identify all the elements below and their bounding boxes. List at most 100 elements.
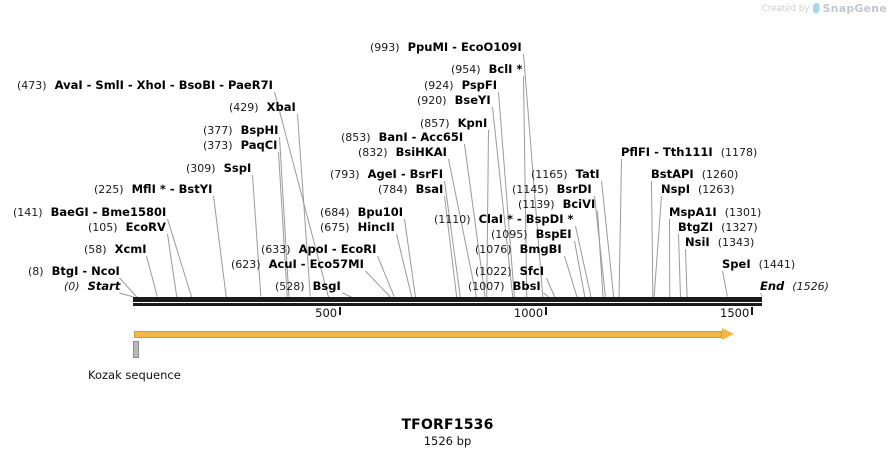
- enzyme-site-position: (1095): [491, 228, 528, 241]
- page-title: TFORF1536: [401, 417, 494, 433]
- enzyme-site-position: (8): [28, 265, 44, 278]
- enzyme-site-name: SspI: [223, 161, 252, 175]
- enzyme-site-position: (924): [424, 79, 454, 92]
- snapgene-watermark: Created by SnapGene: [762, 2, 887, 15]
- enzyme-site-name: EcoRV: [125, 220, 166, 234]
- enzyme-site-label-bsphi[interactable]: (377) BspHI: [203, 124, 278, 137]
- enzyme-site-position: (0): [64, 280, 80, 293]
- enzyme-site-label-xbai[interactable]: (429) XbaI: [229, 101, 296, 114]
- enzyme-site-name: PflFI - Tth111I: [621, 145, 713, 159]
- ruler-tick-label: 500: [315, 306, 338, 320]
- enzyme-site-name: NsiI: [685, 235, 710, 249]
- enzyme-site-position: (1260): [701, 168, 739, 181]
- enzyme-site-name: PaqCI: [240, 138, 278, 152]
- page-subtitle: 1526 bp: [423, 434, 472, 448]
- enzyme-site-label-avai-smli-xhoi-bsobi-paer7i[interactable]: (473) AvaI - SmlI - XhoI - BsoBI - PaeR7…: [17, 79, 273, 92]
- enzyme-site-position: (1007): [468, 280, 505, 293]
- enzyme-site-name: KpnI: [457, 116, 488, 130]
- enzyme-site-label-bcivi[interactable]: (1139) BciVI: [518, 198, 595, 211]
- enzyme-site-label-pspfi[interactable]: (924) PspFI: [424, 79, 497, 92]
- enzyme-site-label-bsgi[interactable]: (528) BsgI: [275, 280, 341, 293]
- enzyme-site-label-tati[interactable]: (1165) TatI: [531, 168, 600, 181]
- sequence-backbone-top: [133, 297, 762, 302]
- enzyme-site-label-xcmi[interactable]: (58) XcmI: [84, 243, 147, 256]
- enzyme-site-position: (1178): [720, 146, 758, 159]
- enzyme-site-label-btgzi[interactable]: BtgZI (1327): [678, 221, 758, 234]
- enzyme-site-name: SfcI: [519, 264, 544, 278]
- enzyme-site-label-bstapi[interactable]: BstAPI (1260): [651, 168, 738, 181]
- enzyme-site-label-bmgbi[interactable]: (1076) BmgBI: [475, 243, 562, 256]
- enzyme-site-position: (1076): [475, 243, 512, 256]
- enzyme-site-label-start[interactable]: (0) Start: [64, 280, 120, 293]
- snapgene-logo-icon: [813, 3, 820, 14]
- enzyme-site-label-bsai[interactable]: (784) BsaI: [378, 183, 443, 196]
- enzyme-site-label-spei[interactable]: SpeI (1441): [722, 258, 795, 271]
- kozak-marker[interactable]: [133, 341, 139, 358]
- enzyme-site-position: (1441): [758, 258, 796, 271]
- enzyme-site-name: BsgI: [312, 279, 341, 293]
- enzyme-site-label-baegi-bme1580i[interactable]: (141) BaeGI - Bme1580I: [13, 206, 166, 219]
- enzyme-site-position: (853): [341, 131, 371, 144]
- enzyme-site-label-pflfi-tth111i[interactable]: PflFI - Tth111I (1178): [621, 146, 757, 159]
- enzyme-site-name: BtgZI: [678, 220, 714, 234]
- enzyme-site-name: MspA1I: [669, 205, 717, 219]
- enzyme-site-position: (105): [88, 221, 118, 234]
- enzyme-site-name: BaeGI - Bme1580I: [50, 205, 167, 219]
- enzyme-site-position: (1165): [531, 168, 568, 181]
- enzyme-site-label-sfci[interactable]: (1022) SfcI: [475, 265, 544, 278]
- enzyme-site-label-paqci[interactable]: (373) PaqCI: [203, 139, 277, 152]
- enzyme-site-position: (954): [451, 63, 481, 76]
- enzyme-site-label-bsrdi[interactable]: (1145) BsrDI: [512, 183, 592, 196]
- enzyme-site-name: NspI: [661, 182, 690, 196]
- enzyme-site-label-bspei[interactable]: (1095) BspEI: [491, 228, 572, 241]
- enzyme-site-name: BbsI: [512, 279, 541, 293]
- enzyme-site-label-kpni[interactable]: (857) KpnI: [420, 117, 487, 130]
- enzyme-site-name: PpuMI - EcoO109I: [407, 40, 522, 54]
- enzyme-site-label-bani-acc65i[interactable]: (853) BanI - Acc65I: [341, 131, 463, 144]
- sequence-backbone-bottom: [133, 303, 762, 306]
- enzyme-site-name: BseYI: [454, 93, 491, 107]
- enzyme-site-label-mspa1i[interactable]: MspA1I (1301): [669, 206, 761, 219]
- enzyme-site-label-bsihkai[interactable]: (832) BsiHKAI: [358, 146, 447, 159]
- enzyme-site-position: (1110): [434, 213, 471, 226]
- watermark-brand: SnapGene: [822, 2, 887, 15]
- enzyme-site-name: BspHI: [240, 123, 279, 137]
- enzyme-site-name: AcuI - Eco57MI: [268, 257, 364, 271]
- enzyme-site-label-ppumi-ecoo109i[interactable]: (993) PpuMI - EcoO109I: [370, 41, 522, 54]
- enzyme-site-label-bbsi[interactable]: (1007) BbsI: [468, 280, 541, 293]
- enzyme-site-label-ecorv[interactable]: (105) EcoRV: [88, 221, 166, 234]
- ruler-tick: [545, 307, 548, 315]
- enzyme-site-position: (1301): [724, 206, 762, 219]
- enzyme-site-label-bpu10i[interactable]: (684) Bpu10I: [320, 206, 403, 219]
- enzyme-site-label-agei-bsrfi[interactable]: (793) AgeI - BsrFI: [330, 168, 443, 181]
- enzyme-site-position: (309): [186, 162, 216, 175]
- enzyme-site-name: BmgBI: [519, 242, 562, 256]
- enzyme-site-label-nsii[interactable]: NsiI (1343): [685, 236, 754, 249]
- enzyme-site-label-apoi-ecori[interactable]: (633) ApoI - EcoRI: [261, 243, 376, 256]
- enzyme-site-label-hincii[interactable]: (675) HincII: [320, 221, 395, 234]
- enzyme-site-label-sspi[interactable]: (309) SspI: [186, 162, 251, 175]
- enzyme-site-name: AgeI - BsrFI: [367, 167, 444, 181]
- enzyme-site-position: (633): [261, 243, 291, 256]
- enzyme-site-name: ApoI - EcoRI: [298, 242, 377, 256]
- enzyme-site-label-bcli[interactable]: (954) BclI *: [451, 63, 522, 76]
- enzyme-site-label-bseyi[interactable]: (920) BseYI: [417, 94, 491, 107]
- enzyme-site-label-clai-bspdi[interactable]: (1110) ClaI * - BspDI *: [434, 213, 574, 226]
- ruler-tick: [751, 307, 754, 315]
- enzyme-site-name: BsiHKAI: [395, 145, 447, 159]
- enzyme-site-position: (857): [420, 117, 450, 130]
- enzyme-site-label-btgi-ncoi[interactable]: (8) BtgI - NcoI: [28, 265, 120, 278]
- enzyme-site-name: Bpu10I: [357, 205, 404, 219]
- enzyme-site-name: SpeI: [722, 257, 751, 271]
- kozak-sequence-label: Kozak sequence: [88, 368, 181, 382]
- enzyme-site-label-mfli-bstyi[interactable]: (225) MflI * - BstYI: [94, 183, 212, 196]
- enzyme-site-position: (684): [320, 206, 350, 219]
- enzyme-site-label-end[interactable]: End (1526): [760, 280, 829, 293]
- enzyme-site-position: (675): [320, 221, 350, 234]
- enzyme-site-position: (58): [84, 243, 107, 256]
- orf-arrow-body: [134, 331, 722, 338]
- enzyme-site-position: (225): [94, 183, 124, 196]
- enzyme-site-label-acui-eco57mi[interactable]: (623) AcuI - Eco57MI: [231, 258, 364, 271]
- enzyme-site-position: (623): [231, 258, 261, 271]
- enzyme-site-label-nspi[interactable]: NspI (1263): [661, 183, 735, 196]
